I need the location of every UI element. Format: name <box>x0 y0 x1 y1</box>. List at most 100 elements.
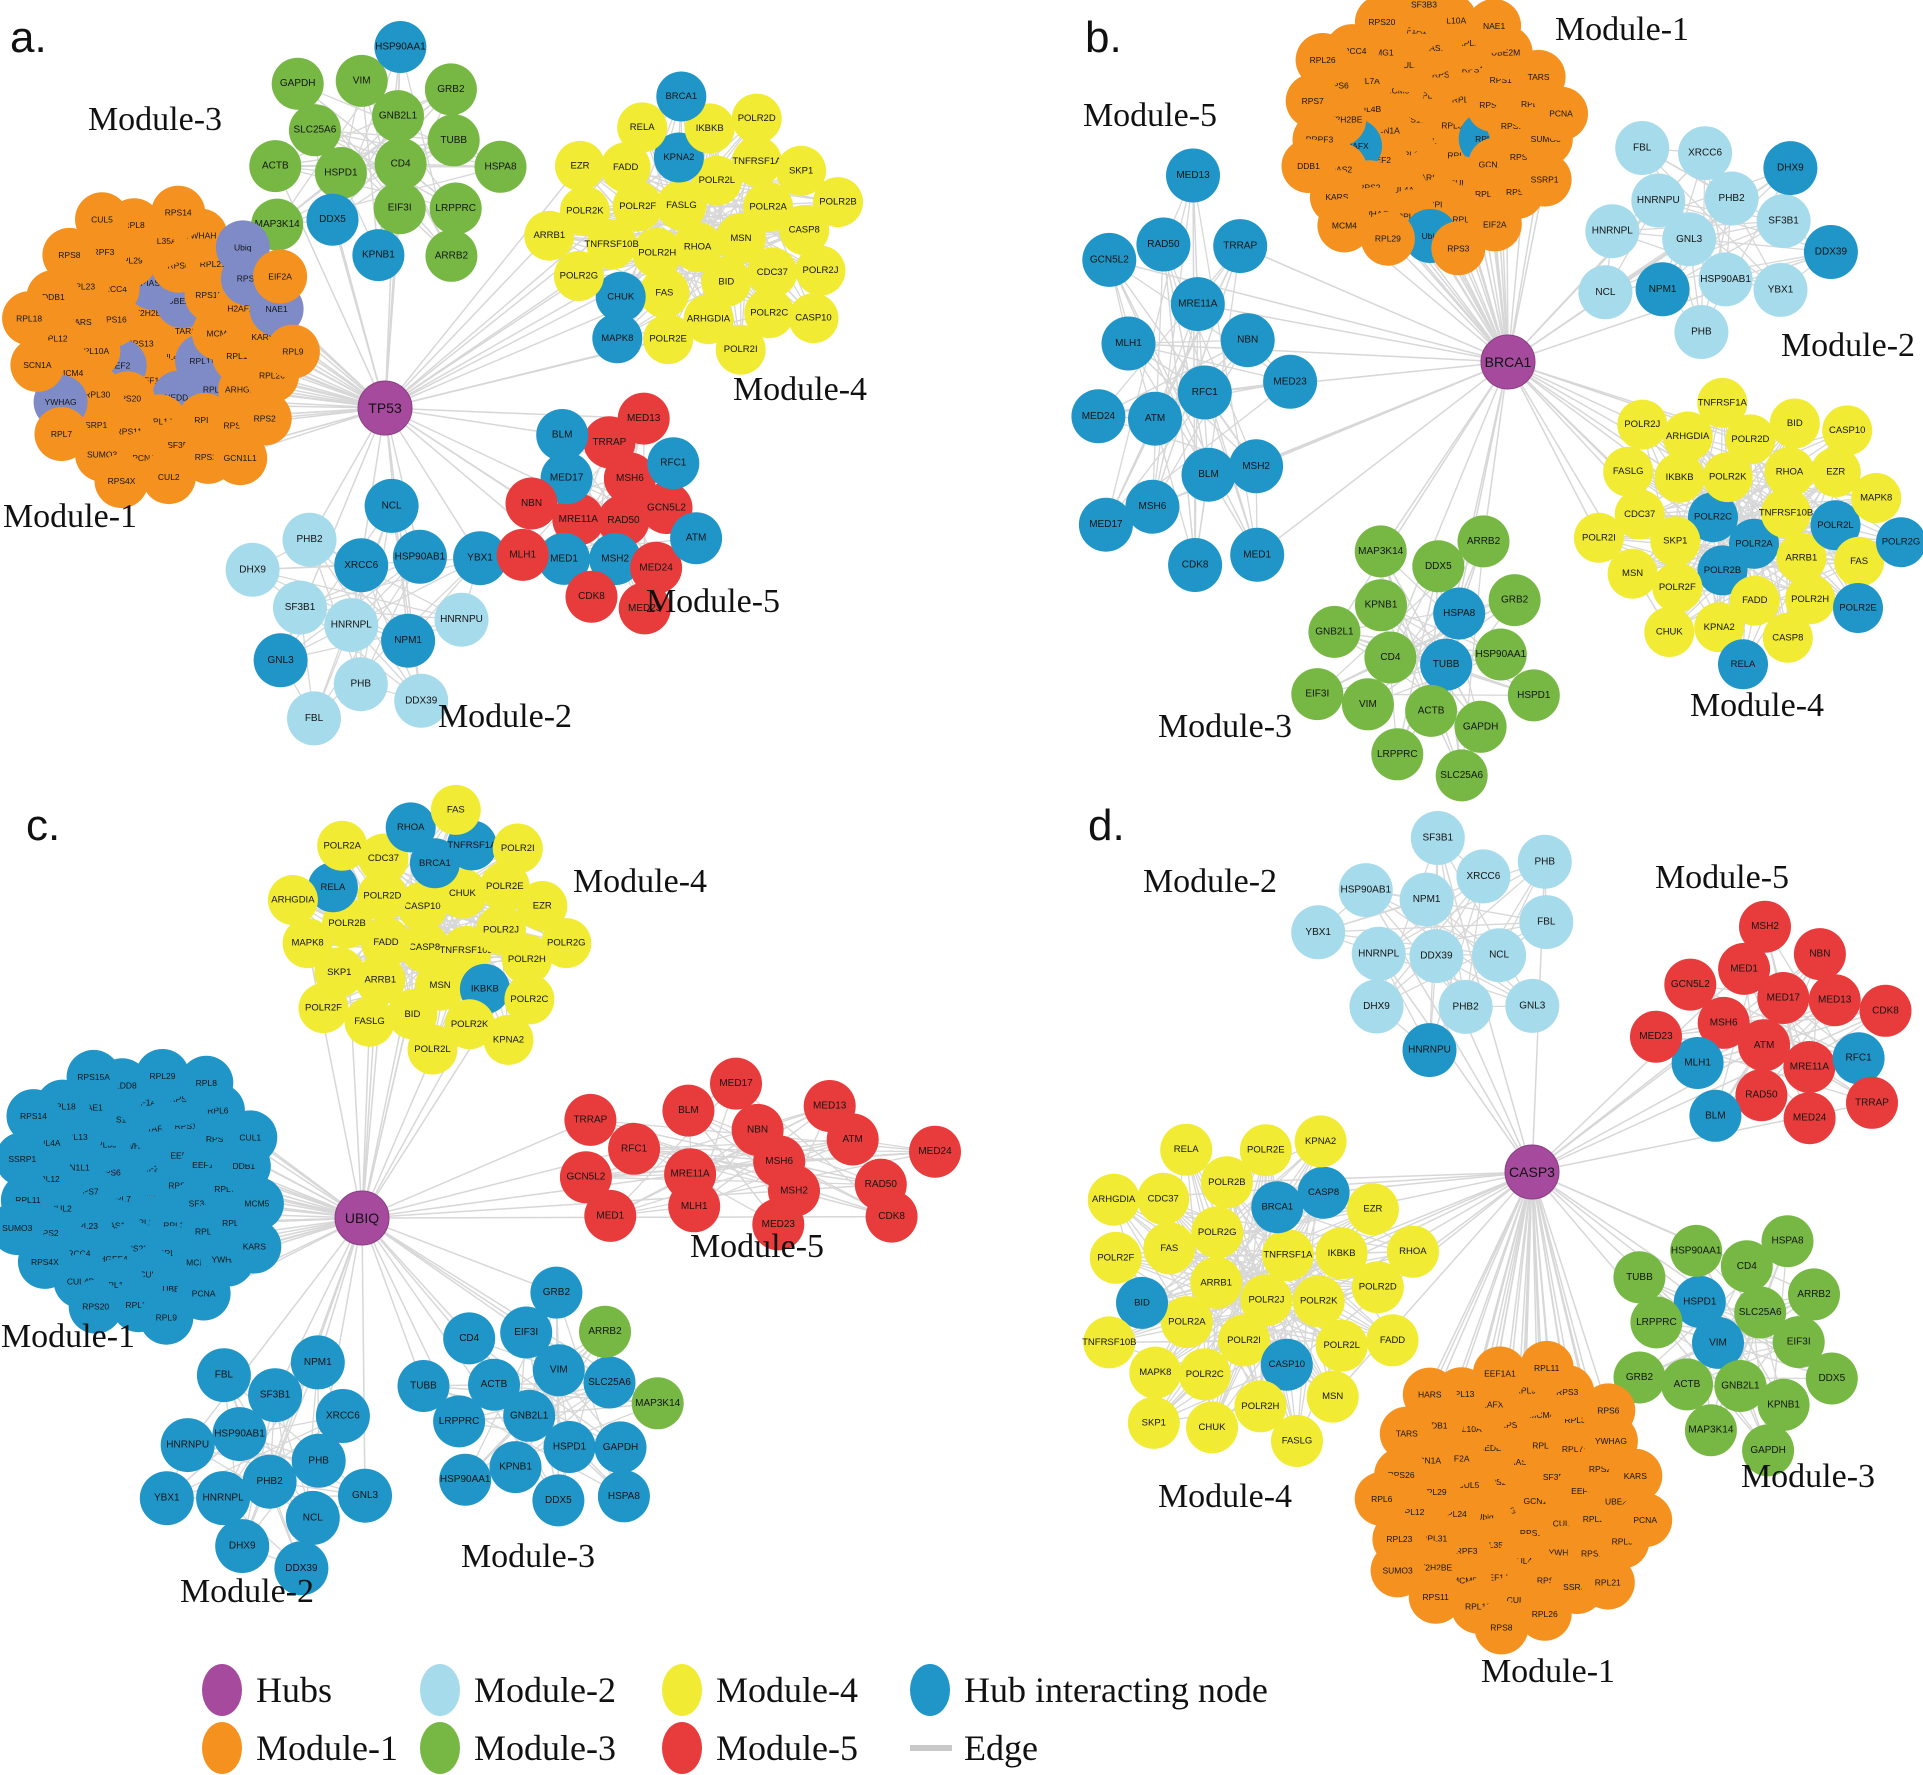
node-gnb2l1[interactable]: GNB2L1 <box>503 1389 556 1442</box>
node-rps3[interactable]: RPS3 <box>1431 221 1486 276</box>
node-circle[interactable] <box>1714 1360 1767 1412</box>
node-polr2h[interactable]: POLR2H <box>1785 574 1836 625</box>
node-ncl[interactable]: NCL <box>1472 928 1527 983</box>
node-circle[interactable] <box>691 155 742 206</box>
node-med13[interactable]: MED13 <box>1808 974 1861 1027</box>
node-circle[interactable] <box>1083 1316 1136 1369</box>
node-phb2[interactable]: PHB2 <box>282 512 337 567</box>
node-circle[interactable] <box>501 934 552 985</box>
node-chuk[interactable]: CHUK <box>595 271 646 322</box>
node-circle[interactable] <box>639 268 690 318</box>
node-circle[interactable] <box>1191 1206 1244 1259</box>
node-polr2i[interactable]: POLR2I <box>1573 512 1624 563</box>
node-dhx9[interactable]: DHX9 <box>225 542 280 597</box>
node-polr2a[interactable]: POLR2A <box>1160 1296 1213 1349</box>
node-hsp90aa1[interactable]: HSP90AA1 <box>1670 1224 1723 1277</box>
node-circle[interactable] <box>1366 1314 1419 1367</box>
node-circle[interactable] <box>1271 1415 1323 1467</box>
node-med1[interactable]: MED1 <box>538 532 590 585</box>
node-circle[interactable] <box>1315 1319 1368 1372</box>
node-circle[interactable] <box>1408 1569 1463 1624</box>
node-circle[interactable] <box>1281 139 1336 193</box>
node-blm[interactable]: BLM <box>1689 1089 1742 1142</box>
node-med24[interactable]: MED24 <box>909 1125 961 1178</box>
node-circle[interactable] <box>479 861 530 912</box>
node-rela[interactable]: RELA <box>1160 1123 1213 1176</box>
node-phb[interactable]: PHB <box>291 1433 346 1488</box>
node-circle[interactable] <box>552 493 605 546</box>
node-ikbkb[interactable]: IKBKB <box>684 103 735 154</box>
node-circle[interactable] <box>1738 1019 1791 1072</box>
node-circle[interactable] <box>1764 447 1815 498</box>
node-circle[interactable] <box>1876 517 1923 568</box>
node-cdc37[interactable]: CDC37 <box>1614 489 1665 540</box>
node-kpnb1[interactable]: KPNB1 <box>489 1441 542 1494</box>
node-arrb1[interactable]: ARRB1 <box>355 954 406 1005</box>
node-circle[interactable] <box>1386 1225 1439 1278</box>
node-rps20[interactable]: RPS20 <box>1354 0 1409 50</box>
node-circle[interactable] <box>630 541 683 594</box>
node-rps15a[interactable]: RPS15A <box>66 1049 121 1104</box>
node-circle[interactable] <box>559 186 610 237</box>
node-hspa8[interactable]: HSPA8 <box>597 1470 650 1523</box>
node-atm[interactable]: ATM <box>1128 391 1182 446</box>
node-circle[interactable] <box>225 542 280 597</box>
node-tubb[interactable]: TUBB <box>1420 638 1473 691</box>
node-circle[interactable] <box>701 256 752 307</box>
node-skp1[interactable]: SKP1 <box>776 145 827 196</box>
node-scn1a[interactable]: SCN1A <box>10 337 65 392</box>
node-rpl6[interactable]: RPL6 <box>1354 1471 1409 1526</box>
node-circle[interactable] <box>532 1344 585 1397</box>
node-hspa8[interactable]: HSPA8 <box>474 140 527 193</box>
node-cul1[interactable]: CUL1 <box>223 1110 278 1165</box>
node-actb[interactable]: ACTB <box>1661 1358 1713 1411</box>
node-rps11[interactable]: RPS11 <box>1408 1569 1463 1624</box>
node-polr2h[interactable]: POLR2H <box>632 227 683 278</box>
node-circle[interactable] <box>1251 1181 1304 1234</box>
node-circle[interactable] <box>1650 516 1701 567</box>
node-circle[interactable] <box>1230 527 1285 582</box>
node-circle[interactable] <box>1315 1227 1368 1280</box>
node-circle[interactable] <box>618 582 671 635</box>
node-npm1[interactable]: NPM1 <box>381 613 436 668</box>
node-cdk8[interactable]: CDK8 <box>1859 984 1912 1037</box>
node-ssrp1[interactable]: SSRP1 <box>1517 152 1572 207</box>
node-circle[interactable] <box>1505 978 1560 1033</box>
node-circle[interactable] <box>1697 545 1748 596</box>
node-dhx9[interactable]: DHX9 <box>1349 979 1404 1034</box>
node-circle[interactable] <box>1607 548 1658 599</box>
node-circle[interactable] <box>1261 1229 1314 1282</box>
node-skp1[interactable]: SKP1 <box>1127 1396 1180 1449</box>
node-circle[interactable] <box>392 529 447 584</box>
node-lrpprc[interactable]: LRPPRC <box>433 1395 486 1448</box>
node-circle[interactable] <box>1694 602 1745 653</box>
node-nbn[interactable]: NBN <box>731 1103 784 1156</box>
node-bid[interactable]: BID <box>1769 398 1820 449</box>
node-circle[interactable] <box>430 784 481 835</box>
node-circle[interactable] <box>553 251 604 301</box>
node-circle[interactable] <box>1769 398 1820 449</box>
node-arrb1[interactable]: ARRB1 <box>1190 1256 1243 1309</box>
node-rpl26[interactable]: RPL26 <box>1295 33 1350 87</box>
node-circle[interactable] <box>68 1279 123 1334</box>
node-polr2b[interactable]: POLR2B <box>1697 545 1748 596</box>
node-arrb2[interactable]: ARRB2 <box>1788 1268 1840 1321</box>
node-circle[interactable] <box>683 294 734 345</box>
node-circle[interactable] <box>274 1541 329 1596</box>
node-circle[interactable] <box>1355 579 1407 632</box>
node-circle[interactable] <box>1306 1370 1359 1423</box>
node-polr2l[interactable]: POLR2L <box>407 1024 458 1075</box>
node-circle[interactable] <box>1859 984 1912 1037</box>
node-msh2[interactable]: MSH2 <box>589 533 642 586</box>
node-circle[interactable] <box>1218 1314 1270 1367</box>
node-mlh1[interactable]: MLH1 <box>496 528 549 581</box>
node-circle[interactable] <box>776 145 827 196</box>
node-circle[interactable] <box>1762 612 1813 663</box>
node-med24[interactable]: MED24 <box>1783 1092 1836 1145</box>
node-circle[interactable] <box>267 875 318 925</box>
node-hars[interactable]: HARS <box>1402 1367 1457 1422</box>
node-vim[interactable]: VIM <box>1692 1316 1744 1369</box>
node-circle[interactable] <box>1603 446 1654 497</box>
node-circle[interactable] <box>443 1312 496 1365</box>
node-circle[interactable] <box>579 1305 631 1358</box>
